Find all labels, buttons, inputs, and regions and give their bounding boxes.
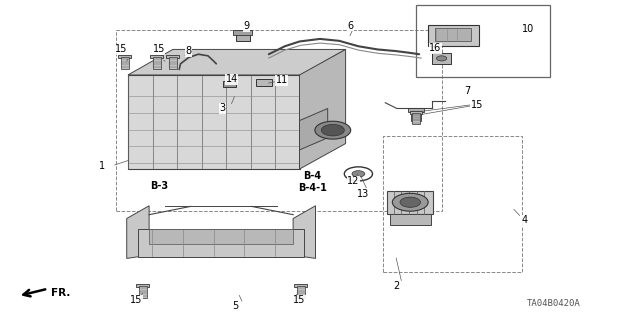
Text: 11: 11 [275, 75, 288, 85]
Text: B-4-1: B-4-1 [298, 182, 327, 193]
Bar [128, 75, 300, 169]
Text: 2: 2 [394, 280, 400, 291]
Text: 8: 8 [186, 46, 192, 56]
Bar [139, 286, 147, 298]
Polygon shape [138, 229, 304, 257]
Text: 10: 10 [522, 24, 534, 34]
Circle shape [315, 121, 351, 139]
Bar [294, 284, 307, 287]
Circle shape [436, 56, 447, 61]
Polygon shape [300, 108, 328, 150]
Polygon shape [128, 49, 346, 75]
Bar [116, 30, 442, 211]
Bar [166, 55, 179, 58]
Bar [411, 111, 421, 121]
Bar [256, 79, 272, 86]
Circle shape [321, 124, 344, 136]
Text: 9: 9 [243, 21, 250, 31]
Bar [383, 136, 522, 272]
Text: 6: 6 [348, 20, 354, 31]
Polygon shape [127, 206, 149, 258]
Bar [416, 5, 550, 77]
Bar [169, 57, 177, 69]
Bar [412, 113, 420, 124]
Polygon shape [293, 206, 316, 258]
Text: 14: 14 [225, 74, 238, 84]
Text: 4: 4 [522, 215, 528, 225]
Bar [223, 81, 236, 87]
Bar [387, 191, 433, 214]
Circle shape [352, 171, 365, 177]
Bar [297, 286, 305, 298]
Bar [136, 284, 149, 287]
Text: B-3: B-3 [150, 181, 168, 191]
Bar [118, 55, 131, 58]
Text: 1: 1 [99, 161, 106, 171]
Circle shape [400, 197, 420, 207]
Polygon shape [149, 229, 293, 244]
Bar [236, 33, 250, 41]
Text: 15: 15 [152, 44, 165, 55]
Text: 15: 15 [115, 44, 128, 55]
Bar [432, 53, 451, 64]
Text: 15: 15 [130, 295, 143, 306]
Text: 5: 5 [232, 301, 239, 311]
Bar [408, 108, 424, 112]
Text: 15: 15 [293, 295, 306, 306]
Text: 7: 7 [464, 86, 470, 96]
Bar [121, 57, 129, 69]
Text: 16: 16 [429, 43, 442, 54]
Bar [233, 30, 252, 35]
Bar [428, 25, 479, 46]
Bar [410, 111, 422, 114]
Bar [435, 28, 471, 41]
Bar [153, 57, 161, 69]
Text: TA04B0420A: TA04B0420A [527, 299, 580, 308]
Text: FR.: FR. [51, 287, 70, 298]
Polygon shape [300, 49, 346, 169]
Circle shape [392, 193, 428, 211]
Text: 12: 12 [347, 176, 360, 186]
Bar [150, 55, 163, 58]
Text: 3: 3 [220, 103, 226, 114]
Text: 13: 13 [357, 189, 370, 199]
Bar [390, 214, 431, 225]
Text: 15: 15 [470, 100, 483, 110]
Text: B-4: B-4 [303, 171, 321, 181]
